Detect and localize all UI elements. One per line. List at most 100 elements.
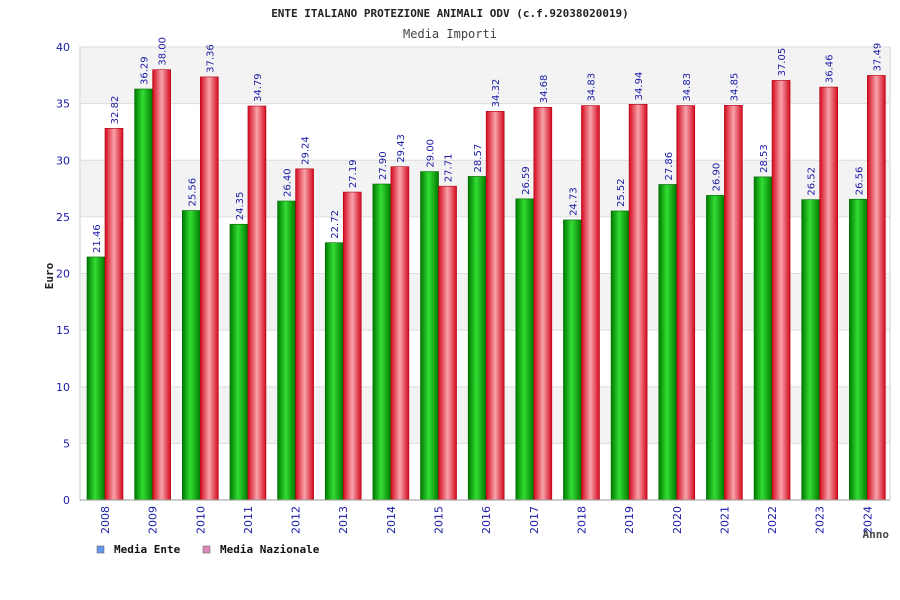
data-label: 29.24: [301, 136, 312, 165]
data-label: 29.00: [426, 139, 437, 168]
y-tick-label: 0: [63, 494, 70, 507]
y-tick-label: 5: [63, 437, 70, 450]
bar-media-nazionale: [724, 105, 743, 501]
data-label: 34.94: [634, 72, 645, 101]
x-tick-label: 2010: [194, 506, 207, 534]
data-label: 34.68: [539, 75, 550, 104]
bar-media-ente: [372, 183, 392, 501]
x-tick-label: 2016: [480, 506, 493, 534]
bar-media-ente: [753, 176, 773, 501]
x-tick-label: 2019: [623, 506, 636, 534]
x-tick-label: 2020: [671, 506, 684, 534]
bar-media-nazionale: [676, 105, 696, 501]
bar-media-nazionale: [819, 86, 839, 501]
legend-swatch-media-nazionale: [202, 545, 211, 554]
bar-media-nazionale: [342, 191, 362, 501]
data-label: 34.85: [729, 73, 740, 102]
bar-media-ente: [134, 88, 153, 501]
data-label: 32.82: [110, 96, 121, 125]
y-axis-ticks: 0 5 10 15 20 25 30 35 40: [56, 41, 70, 507]
data-label: 24.35: [235, 192, 246, 221]
x-tick-label: 2012: [290, 506, 303, 534]
bar-media-ente: [420, 171, 439, 501]
legend: Media Ente Media Nazionale: [96, 543, 320, 556]
y-tick-label: 40: [56, 41, 70, 54]
data-label: 34.83: [586, 73, 597, 102]
bar-media-ente: [277, 200, 296, 501]
data-label: 26.90: [711, 163, 722, 192]
bar-media-ente: [324, 242, 344, 501]
bar-media-nazionale: [152, 69, 171, 501]
y-tick-label: 25: [56, 211, 70, 224]
x-axis-label: Anno: [863, 528, 890, 541]
bar-media-nazionale: [247, 105, 267, 501]
bar-media-nazionale: [438, 185, 457, 501]
bar-media-ente: [515, 198, 535, 501]
bar-media-ente: [229, 223, 249, 501]
x-tick-label: 2014: [385, 506, 398, 534]
data-label: 27.71: [444, 154, 455, 183]
bar-media-nazionale: [581, 105, 600, 501]
data-label: 27.19: [348, 159, 359, 188]
bar-media-nazionale: [533, 106, 553, 501]
data-label: 28.57: [473, 144, 484, 173]
data-label: 25.56: [187, 178, 198, 207]
data-label: 36.46: [825, 54, 836, 83]
bars: [86, 69, 886, 501]
data-label: 22.72: [330, 210, 341, 239]
data-label: 21.46: [92, 224, 103, 253]
chart-subtitle: Media Importi: [403, 27, 497, 41]
x-tick-label: 2022: [766, 506, 779, 534]
bar-media-ente: [610, 210, 630, 501]
x-tick-label: 2008: [99, 506, 112, 534]
bar-media-ente: [801, 199, 821, 501]
bar-media-ente: [181, 210, 201, 501]
legend-swatch-media-ente: [96, 545, 105, 554]
x-tick-label: 2013: [337, 506, 350, 534]
bar-media-ente: [849, 198, 868, 501]
bar-media-ente: [467, 176, 487, 501]
bar-media-nazionale: [104, 128, 124, 501]
x-tick-label: 2009: [147, 506, 160, 534]
data-label: 34.83: [682, 73, 693, 102]
bar-media-nazionale: [628, 104, 648, 501]
x-tick-label: 2021: [718, 506, 731, 534]
y-tick-label: 20: [56, 268, 70, 281]
x-tick-label: 2024: [861, 506, 874, 534]
bar-media-ente: [706, 195, 725, 501]
data-label: 37.05: [777, 48, 788, 77]
data-label: 29.43: [396, 134, 407, 163]
bar-media-ente: [658, 184, 678, 501]
data-label: 26.56: [854, 167, 865, 196]
y-tick-label: 10: [56, 381, 70, 394]
x-tick-label: 2015: [433, 506, 446, 534]
data-label: 26.40: [283, 168, 294, 197]
data-label: 34.32: [491, 79, 502, 108]
data-label: 37.36: [205, 44, 216, 73]
x-tick-label: 2017: [528, 506, 541, 534]
y-tick-label: 15: [56, 324, 70, 337]
data-label: 26.52: [807, 167, 818, 196]
data-label: 25.52: [616, 178, 627, 207]
x-tick-label: 2011: [242, 506, 255, 534]
bar-media-nazionale: [771, 80, 791, 501]
y-axis-label: Euro: [43, 262, 56, 289]
data-label: 24.73: [568, 187, 579, 216]
data-label: 38.00: [158, 37, 169, 66]
data-labels: 21.46 32.82 36.29 38.00 25.56 37.36 24.35 34.79…: [92, 37, 883, 253]
x-tick-label: 2023: [814, 506, 827, 534]
bar-media-ente: [86, 256, 106, 501]
bar-media-nazionale: [199, 76, 219, 501]
bar-media-nazionale: [867, 75, 886, 501]
data-label: 26.59: [521, 166, 532, 195]
y-tick-label: 35: [56, 98, 70, 111]
bar-media-ente: [563, 219, 582, 501]
data-label: 34.79: [253, 73, 264, 102]
bar-media-nazionale: [390, 166, 410, 501]
data-label: 27.90: [378, 151, 389, 180]
x-axis-ticks: 2008 2009 2010 2011 2012 2013 2014 2015 2016 2017…: [99, 506, 874, 534]
y-tick-label: 30: [56, 154, 70, 167]
data-label: 37.49: [872, 43, 883, 72]
data-label: 28.53: [759, 144, 770, 173]
